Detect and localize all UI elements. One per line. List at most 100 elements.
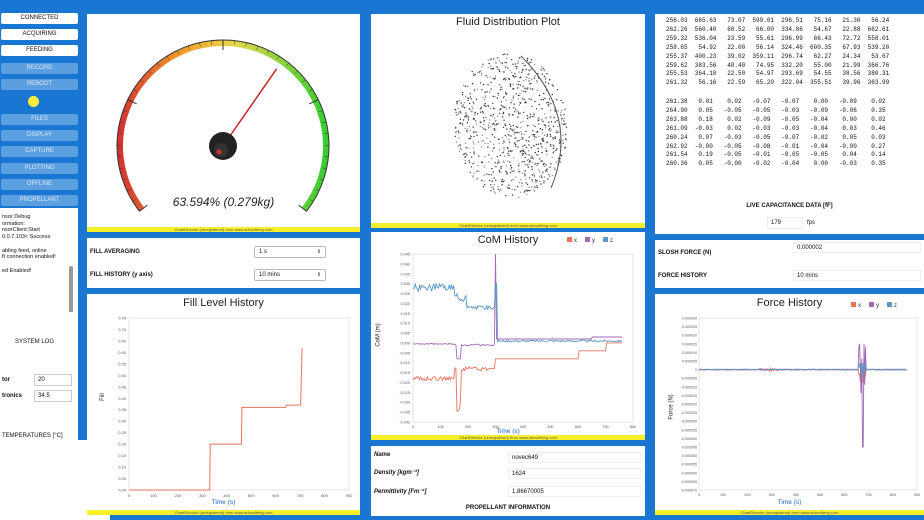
fill-history-label: FILL HISTORY (y axis) xyxy=(90,272,153,278)
sidebar-button-acquiring[interactable]: ACQUIRING xyxy=(1,29,78,40)
fluid-point xyxy=(541,151,543,154)
fluid-point xyxy=(482,117,485,119)
fluid-point xyxy=(544,78,546,80)
log-scrollbar[interactable] xyxy=(69,266,73,312)
fluid-point xyxy=(558,139,561,141)
fluid-point xyxy=(511,179,513,181)
fluid-point xyxy=(503,119,505,121)
force-x-tick: 800 xyxy=(890,493,896,497)
fluid-point xyxy=(490,59,492,61)
fluid-point xyxy=(480,161,483,163)
slosh-force-field[interactable]: 0.000002 xyxy=(793,242,921,253)
fluid-point xyxy=(487,146,489,149)
fluid-point xyxy=(531,168,533,171)
fill-history-panel: Fill Level History 0.75 0.70 0.65 0.60 0.55 0… xyxy=(87,294,360,515)
fluid-point xyxy=(538,94,541,97)
force-y-tick: -0.000035 xyxy=(681,428,697,432)
fluid-point xyxy=(548,98,551,100)
force-history-field[interactable]: 10 mins xyxy=(793,270,921,281)
propellant-permittivity-field[interactable]: 1.86670005 xyxy=(508,486,641,497)
fluid-point xyxy=(541,138,543,140)
fluid-point xyxy=(517,165,520,167)
fluid-point xyxy=(513,103,515,105)
fluid-point xyxy=(492,188,495,190)
fluid-point xyxy=(502,152,504,154)
fluid-point xyxy=(563,114,565,116)
fluid-point xyxy=(496,155,499,158)
fluid-point xyxy=(551,156,553,158)
fluid-point xyxy=(522,68,524,71)
fluid-point xyxy=(545,77,547,79)
temp-field-2[interactable]: 34.5 xyxy=(34,390,72,402)
sidebar-button-capture[interactable]: CAPTURE xyxy=(1,146,78,157)
fluid-point xyxy=(530,89,532,91)
fluid-point xyxy=(475,131,477,133)
propellant-name-label: Name xyxy=(374,452,391,458)
fluid-point xyxy=(540,183,542,185)
sidebar-button-feeding[interactable]: FEEDING xyxy=(1,45,78,56)
sidebar-button-files[interactable]: FILES xyxy=(1,114,78,125)
fluid-point xyxy=(517,62,519,64)
gauge-tick xyxy=(322,167,327,170)
force-z-line xyxy=(698,363,907,379)
fluid-point xyxy=(554,121,556,123)
sidebar-button-plotting[interactable]: PLOTTING xyxy=(1,163,78,174)
sidebar-button-connected[interactable]: CONNECTED xyxy=(1,13,78,24)
fluid-point xyxy=(502,105,504,108)
fluid-point xyxy=(505,77,507,79)
fluid-point xyxy=(492,78,495,80)
capacitance-row: 256.03 665.63 73.07 599.01 296.51 75.16 … xyxy=(666,17,890,24)
gauge-tick xyxy=(187,45,190,50)
com-y-tick: -0.030 xyxy=(399,401,410,405)
fluid-point xyxy=(487,126,490,128)
sidebar-button-reboot[interactable]: REBOOT xyxy=(1,79,78,90)
fluid-point xyxy=(505,173,507,175)
fluid-point xyxy=(541,146,543,148)
fluid-point xyxy=(541,139,544,142)
sidebar: CONNECTED ACQUIRING FEEDING RECORD REBOOT FIL… xyxy=(0,0,110,520)
fluid-point xyxy=(497,123,499,125)
force-y-line xyxy=(698,343,907,448)
fluid-point xyxy=(527,166,529,168)
capacitance-row: 262.92 -0.00 -0.05 -0.08 -0.01 -0.04 -0.… xyxy=(666,142,886,150)
fluid-point xyxy=(525,178,527,180)
fill-history-select[interactable]: 10 mins ⇕ xyxy=(254,269,326,281)
fluid-point xyxy=(510,135,512,137)
fluid-point xyxy=(492,67,494,70)
fluid-point xyxy=(492,171,494,173)
fluid-point xyxy=(543,75,546,78)
log-line: 0.0.7.103< Success xyxy=(2,234,51,241)
fluid-point xyxy=(541,160,543,162)
fill-averaging-select[interactable]: 1 s ⇕ xyxy=(254,246,326,258)
fluid-point-cloud xyxy=(454,53,568,199)
fluid-point xyxy=(512,97,515,99)
fluid-point xyxy=(536,154,538,156)
fluid-point xyxy=(469,151,472,154)
fluid-point xyxy=(468,102,471,105)
fluid-point xyxy=(523,98,525,101)
fluid-point xyxy=(463,153,465,156)
propellant-density-field[interactable]: 1624 xyxy=(508,468,641,479)
gauge-tick xyxy=(139,204,148,212)
sidebar-button-display[interactable]: DISPLAY xyxy=(1,130,78,141)
fluid-point xyxy=(494,77,496,79)
fluid-point xyxy=(565,126,568,128)
fluid-point xyxy=(473,103,475,105)
fps-field[interactable]: 179 xyxy=(767,217,803,229)
fluid-point xyxy=(490,174,493,176)
fluid-point xyxy=(461,94,464,96)
fluid-point xyxy=(531,105,533,108)
fluid-point xyxy=(564,108,566,111)
fluid-point xyxy=(541,73,544,75)
fluid-point xyxy=(473,153,475,155)
force-title: Force History xyxy=(756,297,823,309)
sidebar-button-propellant[interactable]: PROPELLANT xyxy=(1,195,78,206)
fluid-point xyxy=(522,111,525,114)
propellant-name-field[interactable]: novec649 xyxy=(508,452,641,463)
fluid-point xyxy=(549,175,551,178)
fluid-point xyxy=(562,134,564,136)
fluid-point xyxy=(537,131,539,134)
sidebar-button-record[interactable]: RECORD xyxy=(1,63,78,74)
sidebar-button-offline[interactable]: OFFLINE xyxy=(1,179,78,190)
temp-field-1[interactable]: 20 xyxy=(34,374,72,386)
